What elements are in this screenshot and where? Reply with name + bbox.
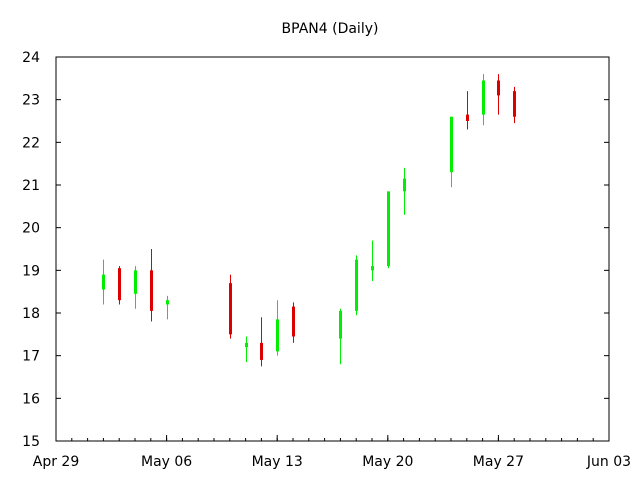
y-tick-label: 24 (22, 50, 40, 66)
candle (371, 240, 374, 281)
y-tick-label: 16 (22, 391, 40, 407)
candle-body (403, 178, 406, 192)
y-tick-label: 15 (22, 434, 40, 450)
x-tick-label: May 06 (141, 454, 192, 470)
candle-body (229, 283, 232, 335)
candle (450, 116, 453, 188)
candle (245, 336, 248, 363)
candle (260, 317, 263, 367)
candle (118, 266, 121, 305)
x-tick-label: May 27 (473, 454, 524, 470)
candle-body (166, 300, 169, 305)
candle-body (245, 342, 248, 348)
candle (276, 300, 279, 356)
candle (403, 167, 406, 215)
candle (102, 259, 105, 305)
x-tick-label: May 20 (362, 454, 413, 470)
candle-body (260, 342, 263, 360)
y-tick-label: 19 (22, 263, 40, 279)
candle-body (387, 191, 390, 267)
x-tick-label: May 13 (252, 454, 303, 470)
candle (387, 191, 390, 269)
chart-title: BPAN4 (Daily) (282, 21, 379, 37)
candles-layer (102, 74, 516, 367)
y-tick-label: 23 (22, 93, 40, 109)
axes-layer: 15 16 17 18 19 20 21 22 23 24 Apr 29 May 06 May 13 Ma… (22, 50, 631, 470)
y-tick-label: 22 (22, 135, 40, 151)
y-tick-label: 21 (22, 178, 40, 194)
candle (229, 274, 232, 339)
candle (513, 86, 516, 124)
candle-body (339, 310, 342, 339)
candle-body (482, 80, 485, 115)
candle (134, 266, 137, 309)
candle-body (150, 270, 153, 311)
candle (497, 74, 500, 115)
candle-body (371, 266, 374, 271)
candle (466, 91, 469, 130)
candle (339, 308, 342, 365)
candle-body (355, 259, 358, 311)
y-tick-label: 18 (22, 306, 40, 322)
candle (292, 302, 295, 343)
candle-body (450, 116, 453, 173)
candle-body (292, 306, 295, 337)
candle-body (497, 80, 500, 96)
y-tick-label: 20 (22, 221, 40, 237)
candle-body (276, 319, 279, 352)
candle (355, 255, 358, 316)
candle-body (102, 274, 105, 290)
candle-body (134, 270, 137, 294)
candle (166, 295, 169, 320)
candle-body (466, 114, 469, 121)
y-tick-label: 17 (22, 349, 40, 365)
candle (482, 74, 485, 126)
x-tick-label: Apr 29 (33, 454, 79, 470)
x-tick-label: Jun 03 (586, 454, 631, 470)
plot-frame (55, 56, 610, 442)
candle-body (513, 91, 516, 117)
candle (150, 249, 153, 322)
candle-body (118, 268, 121, 301)
